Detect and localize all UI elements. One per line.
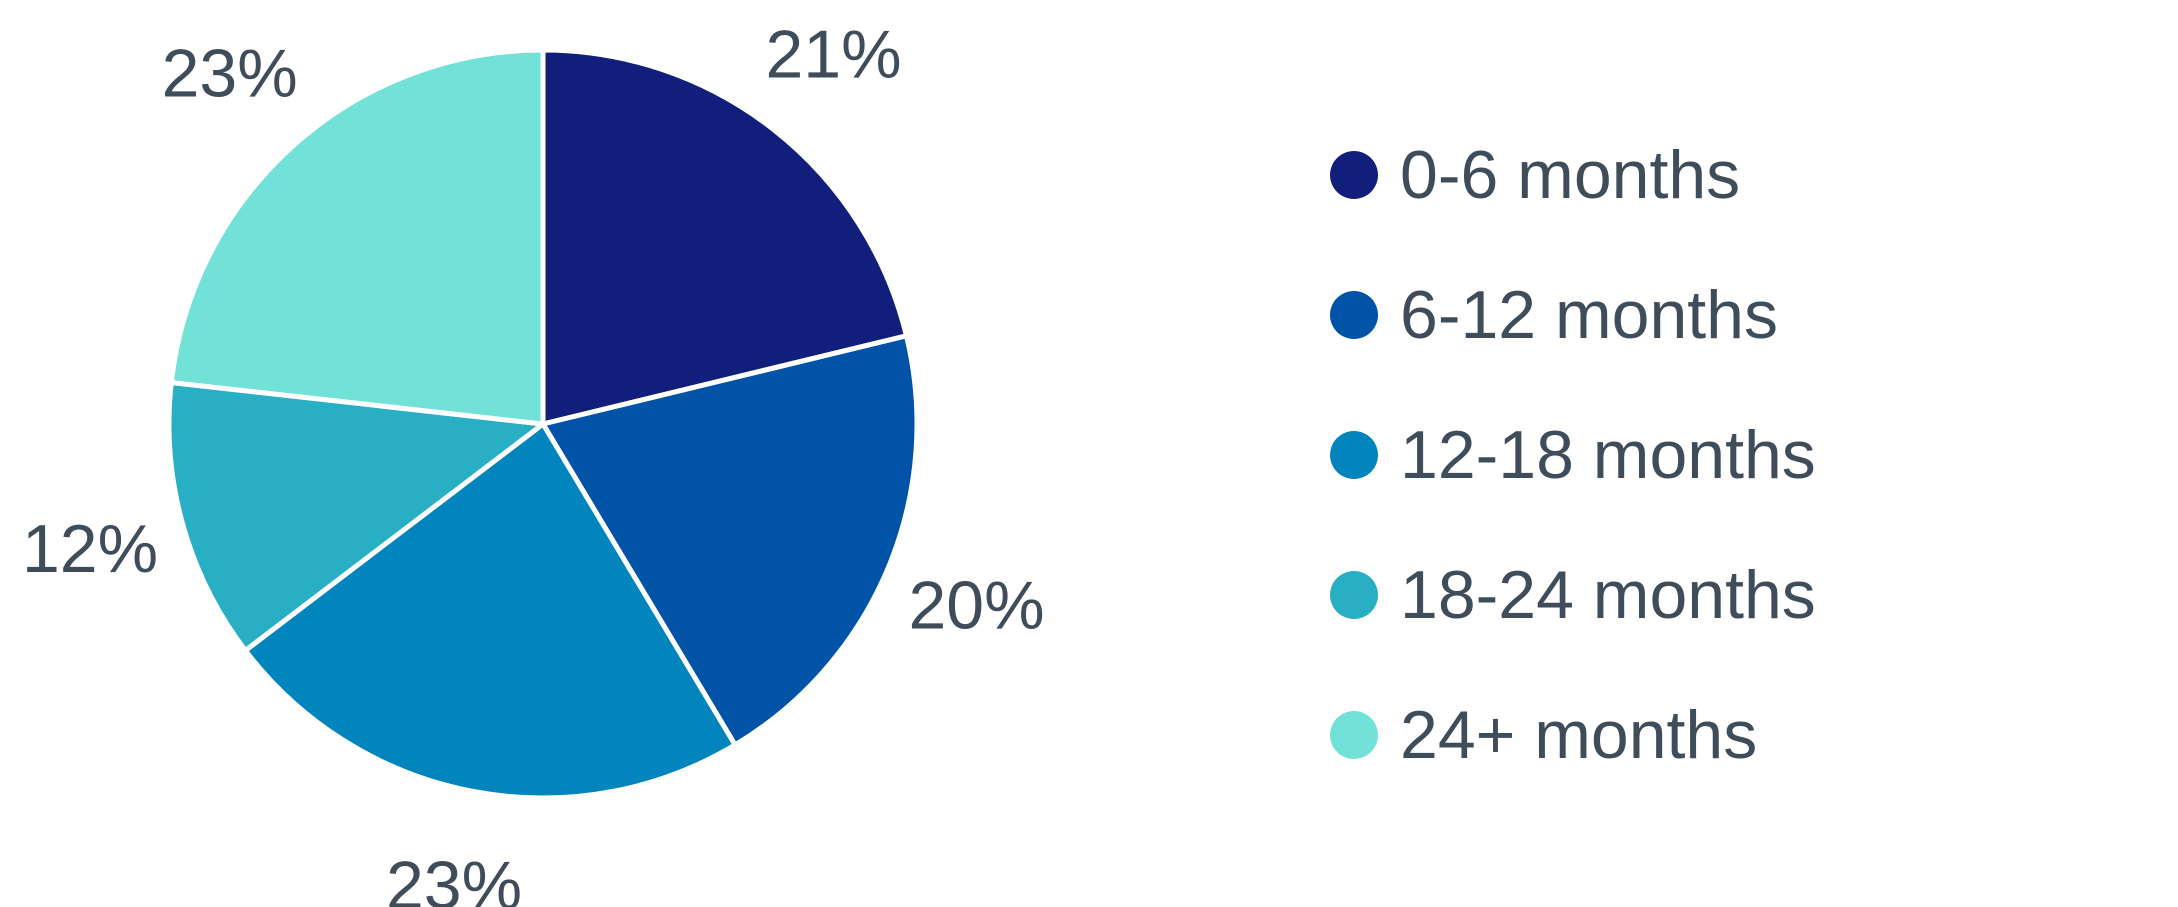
- pie-value-label-12-18-months: 23%: [386, 848, 522, 907]
- pie-slice-18-24-months: [166, 380, 546, 653]
- legend-item-12-18-months: 12-18 months: [1330, 385, 1816, 525]
- pie-value-label-24-plus-months: 23%: [162, 36, 298, 112]
- legend-label: 24+ months: [1400, 697, 1758, 773]
- pie-slice-6-12-months: [540, 333, 920, 748]
- legend-item-0-6-months: 0-6 months: [1330, 105, 1816, 245]
- pie-slice-0-6-months: [540, 47, 909, 427]
- legend-label: 12-18 months: [1400, 417, 1816, 493]
- legend-swatch-icon: [1330, 571, 1378, 619]
- pie-slice-12-18-months: [242, 421, 738, 801]
- pie-slices: [166, 47, 920, 801]
- legend-label: 6-12 months: [1400, 277, 1778, 353]
- legend-swatch-icon: [1330, 291, 1378, 339]
- legend-swatch-icon: [1330, 431, 1378, 479]
- legend-swatch-icon: [1330, 151, 1378, 199]
- legend-item-24-plus-months: 24+ months: [1330, 665, 1816, 805]
- pie-value-label-0-6-months: 21%: [765, 17, 901, 93]
- pie-value-labels: 21% 20% 23% 12% 23%: [22, 17, 1045, 907]
- pie-slice-24-plus-months: [168, 47, 546, 427]
- legend-label: 18-24 months: [1400, 557, 1816, 633]
- legend-swatch-icon: [1330, 711, 1378, 759]
- legend-label: 0-6 months: [1400, 137, 1741, 213]
- legend-item-18-24-months: 18-24 months: [1330, 525, 1816, 665]
- pie-value-label-6-12-months: 20%: [908, 568, 1044, 644]
- pie-value-label-18-24-months: 12%: [22, 511, 158, 587]
- legend-item-6-12-months: 6-12 months: [1330, 245, 1816, 385]
- legend: 0-6 months 6-12 months 12-18 months 18-2…: [1330, 105, 1816, 805]
